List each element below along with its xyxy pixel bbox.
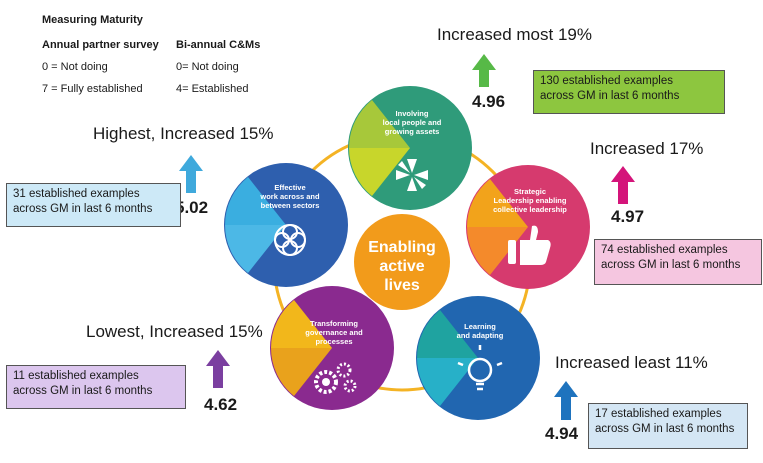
examples-line: across GM in last 6 months	[13, 385, 153, 397]
thumbs-up-icon	[508, 225, 551, 265]
examples-line: 17 established examples	[595, 408, 722, 420]
svg-text:Transforming: Transforming	[310, 319, 358, 328]
lightbulb-icon	[457, 345, 503, 391]
svg-text:local people and: local people and	[383, 118, 442, 127]
examples-box-effective: 31 established examples across GM in las…	[6, 183, 181, 227]
interlocking-circles-icon	[274, 224, 306, 256]
arrows-inward-icon	[396, 159, 428, 191]
heading-learning: Increased least 11%	[555, 353, 708, 372]
heading-effective: Highest, Increased 15%	[93, 124, 274, 143]
examples-line: across GM in last 6 months	[595, 423, 735, 435]
examples-line: 31 established examples	[13, 188, 140, 200]
examples-box-learning: 17 established examples across GM in las…	[588, 403, 748, 449]
svg-text:Involving: Involving	[396, 109, 429, 118]
center-circle	[354, 214, 450, 310]
segment-transforming: Transforming governance and processes	[270, 286, 394, 410]
svg-text:collective leadership: collective leadership	[493, 205, 567, 214]
score-strategic: 4.97	[611, 207, 645, 226]
legend-col1-row: 7 = Fully established	[42, 83, 143, 95]
svg-text:Strategic: Strategic	[514, 187, 546, 196]
svg-text:Leadership enabling: Leadership enabling	[494, 196, 567, 205]
examples-line: across GM in last 6 months	[601, 259, 741, 271]
up-arrow-icon	[206, 350, 230, 388]
svg-text:and adapting: and adapting	[457, 331, 504, 340]
score-transforming: 4.62	[204, 395, 238, 414]
up-arrow-icon	[611, 166, 635, 204]
up-arrow-icon	[472, 54, 496, 87]
svg-text:Effective: Effective	[274, 183, 305, 192]
examples-line: across GM in last 6 months	[13, 203, 153, 215]
heading-transforming: Lowest, Increased 15%	[86, 322, 263, 341]
up-arrow-icon	[179, 155, 203, 193]
legend-col2-row: 0= Not doing	[176, 61, 239, 73]
up-arrow-icon	[554, 381, 578, 420]
score-involving: 4.96	[472, 92, 506, 111]
score-effective: 5.02	[175, 198, 209, 217]
segment-strategic: Strategic Leadership enabling collective…	[466, 165, 590, 289]
examples-box-involving: 130 established examples across GM in la…	[533, 70, 725, 114]
gears-icon	[314, 362, 357, 394]
svg-text:work across and: work across and	[259, 192, 320, 201]
legend-col2-row: 4= Established	[176, 83, 249, 95]
segment-learning: Learning and adapting	[416, 296, 540, 420]
svg-text:growing assets: growing assets	[385, 127, 440, 136]
svg-text:between sectors: between sectors	[261, 201, 320, 210]
center-label-line: lives	[384, 277, 420, 294]
segment-involving: Involving local people and growing asset…	[348, 86, 472, 210]
examples-line: 130 established examples	[540, 75, 673, 87]
svg-text:governance and: governance and	[305, 328, 363, 337]
score-learning: 4.94	[545, 424, 579, 443]
center-label-line: Enabling	[368, 239, 436, 256]
examples-box-transforming: 11 established examples across GM in las…	[6, 365, 186, 409]
svg-text:processes: processes	[315, 337, 352, 346]
svg-text:Learning: Learning	[464, 322, 496, 331]
examples-box-strategic: 74 established examples across GM in las…	[594, 239, 762, 285]
legend-title: Measuring Maturity	[42, 14, 143, 26]
heading-involving: Increased most 19%	[437, 25, 592, 44]
examples-line: 11 established examples	[13, 370, 139, 382]
center-label-line: active	[379, 258, 424, 275]
legend-col2-header: Bi-annual C&Ms	[176, 39, 261, 51]
heading-strategic: Increased 17%	[590, 139, 704, 158]
examples-line: across GM in last 6 months	[540, 90, 680, 102]
examples-line: 74 established examples	[601, 244, 728, 256]
legend-col1-row: 0 = Not doing	[42, 61, 108, 73]
segment-effective: Effective work across and between sector…	[224, 163, 348, 287]
legend-col1-header: Annual partner survey	[42, 39, 159, 51]
